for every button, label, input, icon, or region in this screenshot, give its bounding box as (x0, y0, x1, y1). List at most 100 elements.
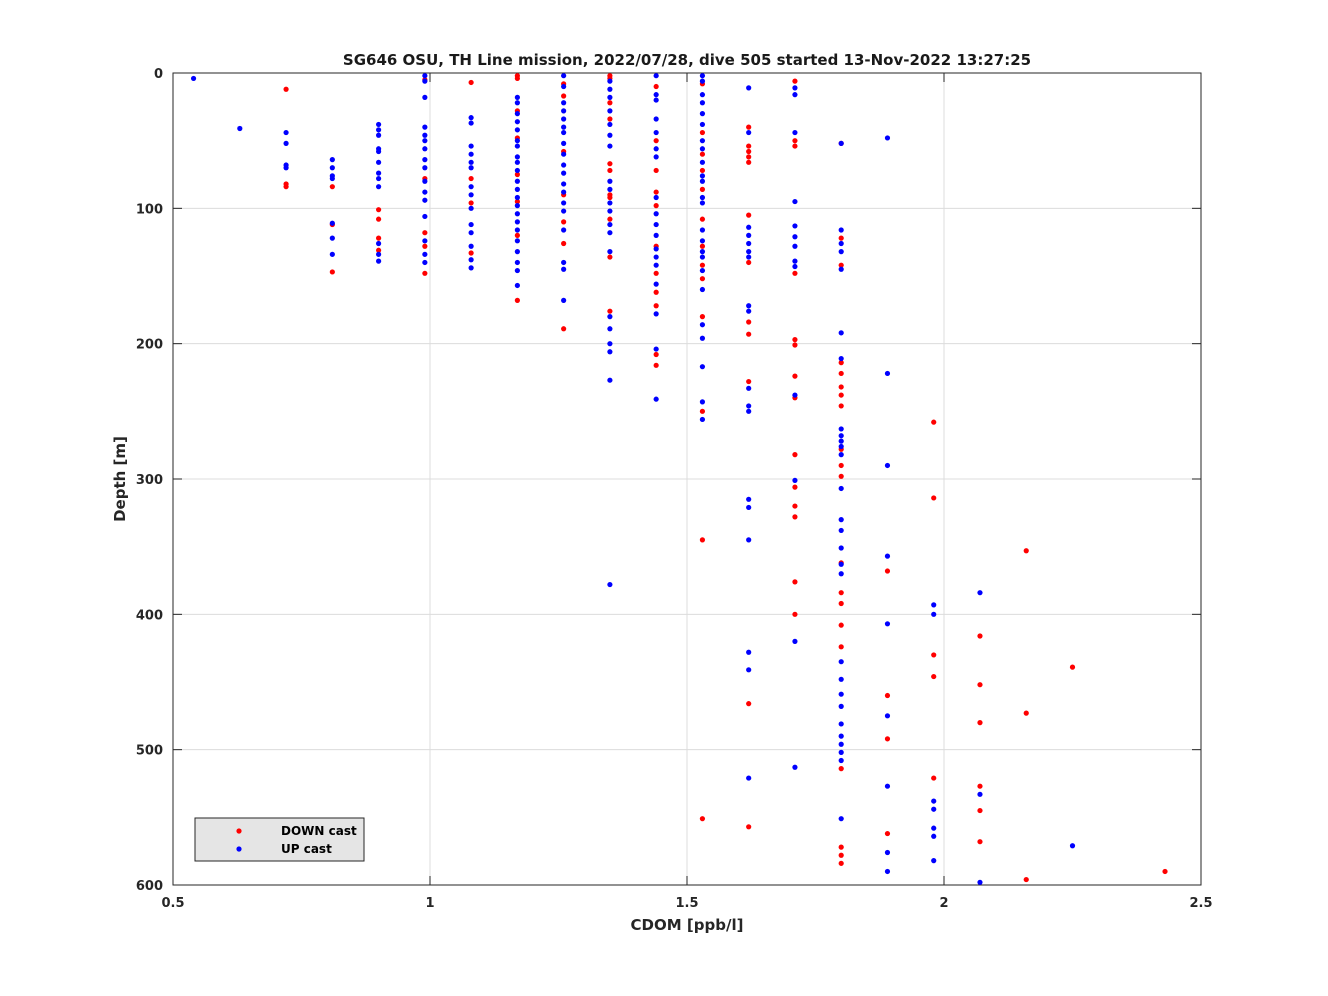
up-cast-point (514, 219, 520, 225)
up-cast-point (884, 553, 891, 559)
up-cast-point (422, 132, 428, 138)
up-cast-point (699, 200, 706, 206)
down-cast-point (653, 351, 659, 358)
up-cast-point (514, 178, 520, 184)
down-cast-point (561, 326, 567, 332)
down-cast-point (792, 78, 798, 84)
down-cast-point (792, 373, 798, 379)
up-cast-point (607, 86, 613, 92)
down-cast-point (838, 473, 844, 479)
up-cast-point (329, 251, 335, 257)
up-cast-point (699, 138, 706, 144)
up-cast-point (561, 297, 567, 303)
up-cast-point (977, 879, 983, 885)
up-cast-point (792, 234, 798, 240)
down-cast-point (746, 824, 752, 830)
up-cast-point (468, 159, 474, 165)
up-cast-point (838, 749, 844, 755)
up-cast-point (468, 115, 474, 121)
down-cast-point (653, 289, 659, 295)
down-cast-point (792, 342, 798, 348)
up-cast-point (653, 194, 659, 201)
down-cast-point (329, 184, 335, 190)
up-cast-point (329, 175, 335, 182)
x-tick-label: 1.5 (675, 896, 698, 911)
up-cast-point (653, 311, 659, 317)
down-cast-point (931, 495, 937, 501)
up-cast-point (561, 200, 567, 206)
up-cast-point (838, 452, 844, 458)
x-tick-label: 2 (939, 896, 948, 911)
up-cast-point (931, 602, 937, 608)
down-cast-point (884, 568, 891, 574)
up-cast-point (838, 517, 844, 523)
up-cast-point (746, 308, 752, 314)
down-cast-point (653, 167, 659, 174)
up-cast-point (283, 140, 289, 146)
up-cast-point (699, 238, 706, 244)
down-cast-point (746, 701, 752, 707)
down-cast-point (376, 247, 382, 253)
up-cast-point (607, 249, 613, 255)
up-cast-point (884, 370, 891, 377)
up-cast-point (699, 249, 706, 255)
up-cast-point (607, 208, 613, 214)
up-cast-point (422, 259, 428, 266)
up-cast-point (746, 667, 752, 673)
up-cast-point (838, 330, 844, 336)
up-cast-point (190, 75, 197, 82)
up-cast-point (422, 157, 428, 163)
up-cast-point (699, 227, 706, 233)
up-cast-point (468, 151, 474, 157)
up-cast-point (514, 194, 520, 201)
up-cast-point (746, 232, 752, 238)
down-cast-point (699, 151, 706, 157)
up-cast-point (931, 858, 937, 864)
up-cast-point (422, 165, 428, 171)
x-tick-label: 1 (425, 896, 434, 911)
up-cast-point (653, 396, 659, 402)
up-cast-point (699, 254, 706, 260)
down-cast-point (977, 783, 983, 789)
up-cast-point (838, 659, 844, 665)
down-cast-point (838, 766, 844, 772)
x-tick-label: 0.5 (161, 896, 184, 911)
up-cast-point (376, 127, 382, 133)
down-cast-point (746, 319, 752, 325)
down-cast-point (977, 720, 983, 726)
up-cast-point (607, 221, 613, 228)
up-cast-point (561, 189, 567, 195)
down-cast-point (699, 129, 706, 136)
up-cast-point (746, 85, 752, 91)
up-cast-point (884, 713, 891, 719)
up-cast-point (699, 399, 706, 405)
up-cast-point (376, 170, 382, 176)
up-cast-point (607, 230, 613, 236)
up-cast-point (422, 197, 428, 203)
up-cast-point (422, 124, 428, 130)
up-cast-point (699, 111, 706, 117)
up-cast-point (977, 590, 983, 596)
down-cast-point (931, 419, 937, 425)
down-cast-point (838, 392, 844, 398)
down-cast-point (792, 138, 798, 144)
down-cast-point (792, 270, 798, 276)
down-cast-point (607, 100, 613, 106)
y-tick-label: 600 (136, 879, 163, 894)
down-cast-point (699, 314, 706, 320)
up-cast-point (514, 94, 520, 100)
down-cast-point (329, 269, 335, 275)
x-tick-label: 2.5 (1189, 896, 1212, 911)
down-cast-point (699, 216, 706, 222)
up-cast-point (838, 676, 844, 682)
down-cast-point (838, 360, 844, 366)
up-cast-point (884, 621, 891, 627)
down-cast-point (422, 230, 428, 236)
down-cast-point (838, 370, 844, 377)
up-cast-point (329, 165, 335, 171)
up-cast-point (514, 143, 520, 149)
up-cast-point (746, 649, 752, 655)
down-cast-point (468, 175, 474, 182)
down-cast-point (607, 216, 613, 222)
ticks: 0.5 1 1.5 2 2.5 0 100 200 300 400 500 600 (136, 67, 1213, 911)
